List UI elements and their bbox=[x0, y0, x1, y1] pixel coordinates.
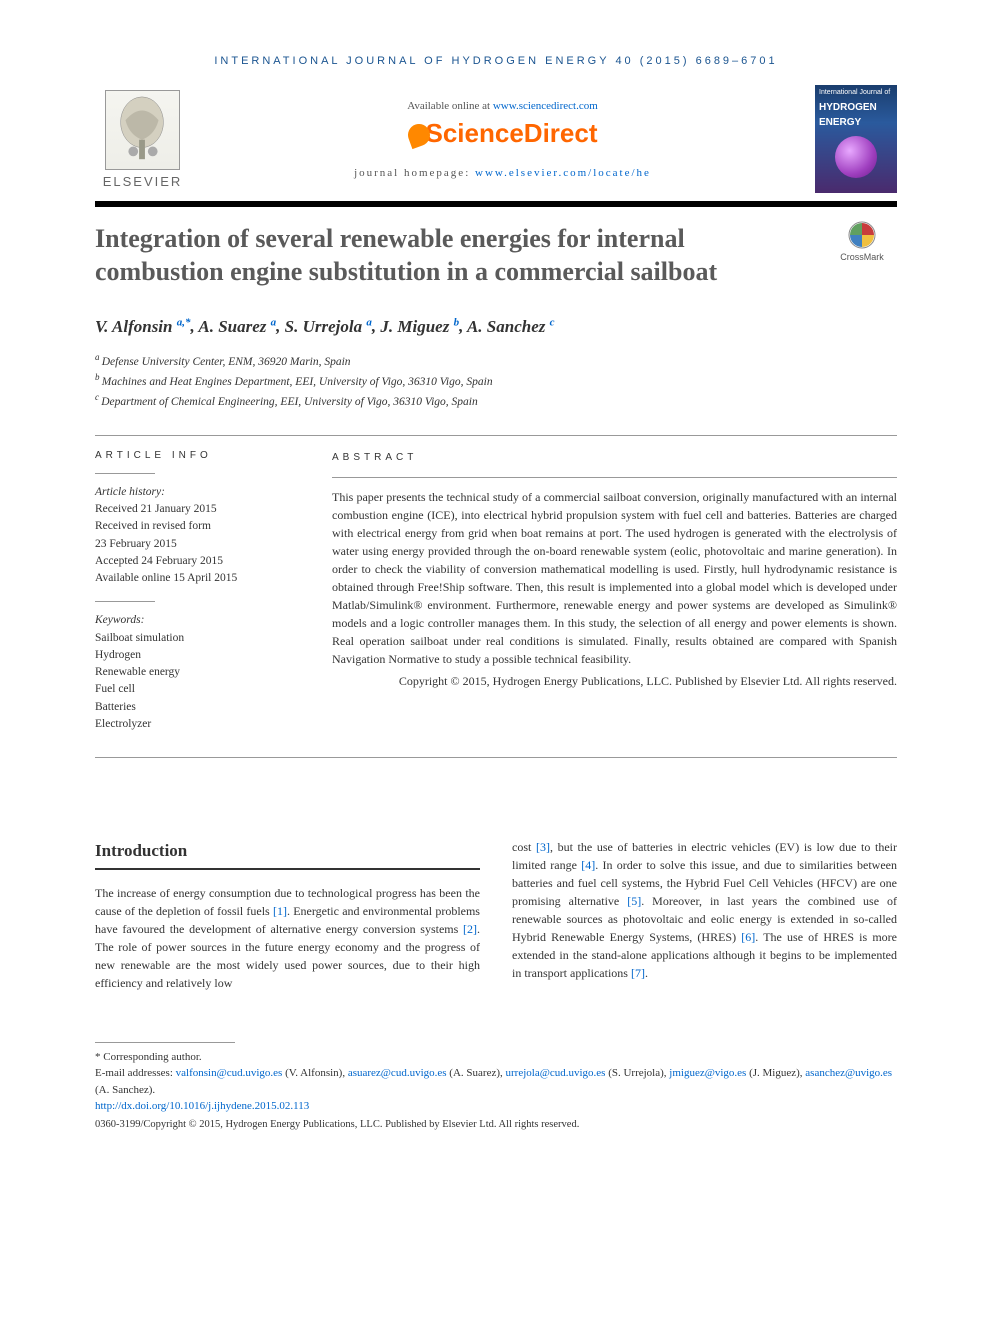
intro-heading: Introduction bbox=[95, 838, 480, 864]
available-text: Available online at www.sciencedirect.co… bbox=[190, 100, 815, 112]
history-line: Received 21 January 2015 bbox=[95, 501, 300, 518]
cover-subtitle: International Journal of bbox=[815, 85, 897, 100]
author: A. Suarez a bbox=[198, 317, 276, 336]
intro-paragraph-1: The increase of energy consumption due t… bbox=[95, 884, 480, 992]
intro-underline bbox=[95, 868, 480, 870]
footer-copyright: 0360-3199/Copyright © 2015, Hydrogen Ene… bbox=[95, 1117, 897, 1133]
keywords-label: Keywords: bbox=[95, 612, 300, 629]
info-divider bbox=[95, 473, 155, 474]
email-addresses: E-mail addresses: valfonsin@cud.uvigo.es… bbox=[95, 1065, 897, 1098]
affiliation: a Defense University Center, ENM, 36920 … bbox=[95, 351, 897, 371]
keyword: Renewable energy bbox=[95, 664, 300, 681]
homepage-text: journal homepage: www.elsevier.com/locat… bbox=[190, 167, 815, 179]
sciencedirect-logo: ScienceDirect bbox=[190, 118, 815, 149]
keywords-block: Keywords: Sailboat simulationHydrogenRen… bbox=[95, 612, 300, 733]
article-info-column: ARTICLE INFO Article history: Received 2… bbox=[95, 450, 300, 747]
email-link[interactable]: asuarez@cud.uvigo.es bbox=[348, 1067, 447, 1079]
ref-link-4[interactable]: [4] bbox=[581, 858, 595, 872]
affiliation: c Department of Chemical Engineering, EE… bbox=[95, 391, 897, 411]
divider bbox=[95, 757, 897, 758]
article-title: Integration of several renewable energie… bbox=[95, 223, 777, 288]
author: V. Alfonsin a,* bbox=[95, 317, 191, 336]
author-affiliation-sup: a bbox=[271, 316, 277, 328]
abstract-column: ABSTRACT This paper presents the technic… bbox=[332, 450, 897, 747]
footer: * Corresponding author. E-mail addresses… bbox=[95, 1049, 897, 1133]
affiliation: b Machines and Heat Engines Department, … bbox=[95, 371, 897, 391]
footer-separator bbox=[95, 1042, 235, 1043]
keyword: Batteries bbox=[95, 699, 300, 716]
sciencedirect-link[interactable]: www.sciencedirect.com bbox=[493, 100, 598, 112]
history-label: Article history: bbox=[95, 484, 300, 501]
crossmark-badge[interactable]: CrossMark bbox=[827, 221, 897, 262]
corresponding-author-note: * Corresponding author. bbox=[95, 1049, 897, 1066]
email-link[interactable]: jmiguez@vigo.es bbox=[669, 1067, 746, 1079]
body-columns: Introduction The increase of energy cons… bbox=[95, 838, 897, 992]
cover-title-2: ENERGY bbox=[815, 115, 897, 130]
ref-link-6[interactable]: [6] bbox=[741, 930, 755, 944]
author-affiliation-sup: c bbox=[550, 316, 555, 328]
journal-header: INTERNATIONAL JOURNAL OF HYDROGEN ENERGY… bbox=[95, 55, 897, 67]
ref-link-5[interactable]: [5] bbox=[627, 894, 641, 908]
body-column-right: cost [3], but the use of batteries in el… bbox=[512, 838, 897, 992]
keyword: Sailboat simulation bbox=[95, 630, 300, 647]
keyword: Hydrogen bbox=[95, 647, 300, 664]
intro-paragraph-2: cost [3], but the use of batteries in el… bbox=[512, 838, 897, 982]
authors-line: V. Alfonsin a,*, A. Suarez a, S. Urrejol… bbox=[95, 316, 897, 337]
cover-orb-icon bbox=[835, 136, 877, 178]
elsevier-logo: ELSEVIER bbox=[95, 90, 190, 189]
email-link[interactable]: asanchez@uvigo.es bbox=[805, 1067, 892, 1079]
elsevier-tree-icon bbox=[105, 90, 180, 170]
author-affiliation-sup: a,* bbox=[177, 316, 191, 328]
homepage-link[interactable]: www.elsevier.com/locate/he bbox=[475, 167, 651, 179]
abstract-label: ABSTRACT bbox=[332, 450, 897, 465]
keyword: Electrolyzer bbox=[95, 716, 300, 733]
email-link[interactable]: urrejola@cud.uvigo.es bbox=[506, 1067, 606, 1079]
center-header: Available online at www.sciencedirect.co… bbox=[190, 100, 815, 179]
crossmark-icon bbox=[848, 221, 876, 249]
keyword: Fuel cell bbox=[95, 681, 300, 698]
ref-link-7[interactable]: [7] bbox=[631, 966, 645, 980]
author-affiliation-sup: b bbox=[454, 316, 460, 328]
history-line: Available online 15 April 2015 bbox=[95, 570, 300, 587]
crossmark-label: CrossMark bbox=[827, 252, 897, 262]
abstract-copyright: Copyright © 2015, Hydrogen Energy Public… bbox=[332, 672, 897, 690]
journal-cover: International Journal of HYDROGEN ENERGY bbox=[815, 85, 897, 193]
top-bar: ELSEVIER Available online at www.science… bbox=[95, 85, 897, 193]
history-line: 23 February 2015 bbox=[95, 536, 300, 553]
elsevier-name: ELSEVIER bbox=[95, 174, 190, 189]
title-separator-bar bbox=[95, 201, 897, 207]
author: J. Miguez b bbox=[380, 317, 459, 336]
ref-link-2[interactable]: [2] bbox=[463, 922, 477, 936]
history-line: Received in revised form bbox=[95, 518, 300, 535]
article-info-label: ARTICLE INFO bbox=[95, 450, 300, 461]
divider bbox=[95, 435, 897, 436]
doi-link[interactable]: http://dx.doi.org/10.1016/j.ijhydene.201… bbox=[95, 1100, 309, 1112]
ref-link-3[interactable]: [3] bbox=[536, 840, 550, 854]
article-history: Article history: Received 21 January 201… bbox=[95, 484, 300, 588]
author: A. Sanchez c bbox=[467, 317, 555, 336]
ref-link-1[interactable]: [1] bbox=[273, 904, 287, 918]
cover-title-1: HYDROGEN bbox=[815, 100, 897, 115]
affiliations: a Defense University Center, ENM, 36920 … bbox=[95, 351, 897, 411]
author-affiliation-sup: a bbox=[366, 316, 372, 328]
body-column-left: Introduction The increase of energy cons… bbox=[95, 838, 480, 992]
author: S. Urrejola a bbox=[285, 317, 372, 336]
email-link[interactable]: valfonsin@cud.uvigo.es bbox=[176, 1067, 283, 1079]
abstract-divider bbox=[332, 477, 897, 478]
info-divider bbox=[95, 601, 155, 602]
abstract-text: This paper presents the technical study … bbox=[332, 488, 897, 668]
history-line: Accepted 24 February 2015 bbox=[95, 553, 300, 570]
